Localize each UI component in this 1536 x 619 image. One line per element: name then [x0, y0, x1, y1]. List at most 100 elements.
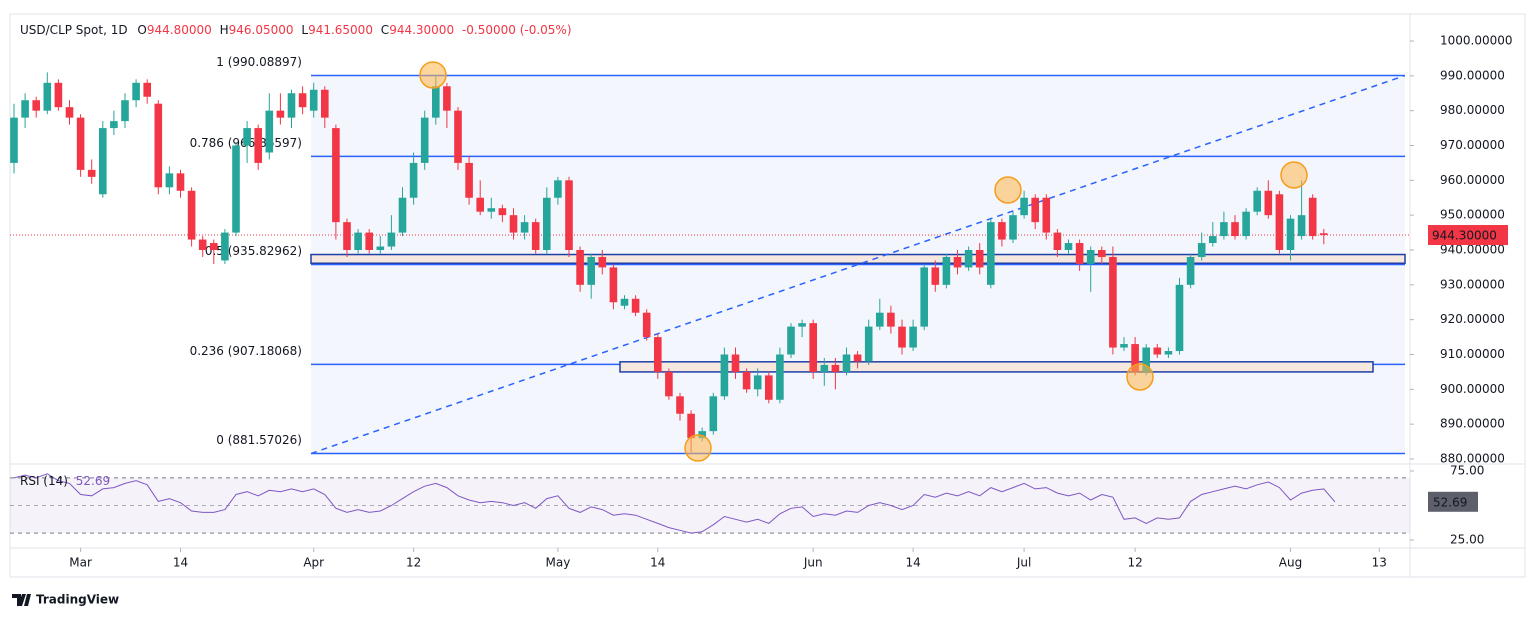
ohlc-value: 941.65000 [308, 23, 373, 37]
candle-body [831, 364, 840, 372]
candle-body [554, 180, 562, 198]
fib-label: 0.236 (907.18068) [190, 344, 302, 358]
candle-body [998, 222, 1006, 240]
ohlc-key: O [137, 23, 146, 37]
candle-body [1053, 232, 1062, 250]
x-tick-label: Jul [1016, 556, 1031, 570]
rsi-badge [1428, 491, 1478, 512]
y-tick-label: 950.00000 [1440, 208, 1505, 222]
candle-body [931, 267, 940, 285]
candle-body [953, 256, 962, 268]
candle-body [876, 312, 884, 327]
candle-body [665, 371, 673, 397]
candle-body [254, 128, 262, 163]
candle-body [1253, 190, 1261, 212]
candle-body [365, 232, 373, 250]
candle-body [609, 267, 618, 303]
x-tick-label: 14 [173, 556, 188, 570]
candle-body [232, 145, 240, 233]
candle-body [587, 256, 595, 285]
highlight-circle [419, 61, 447, 89]
plot: 880.00000 890.00000 900.00000 910.00000 920.… [10, 34, 1513, 570]
candle-body [99, 128, 107, 195]
candle-body [864, 326, 873, 362]
candle-body [509, 215, 518, 233]
highlight-circle [1280, 161, 1308, 189]
candle-body [87, 169, 96, 177]
candle-body [1009, 215, 1017, 240]
candle-body [1153, 347, 1162, 355]
candle-body [1020, 197, 1028, 216]
candle-body [520, 222, 529, 233]
candle-body [731, 354, 740, 372]
rsi-badge-label: 52.69 [1433, 495, 1467, 509]
candle-body [287, 93, 296, 118]
candle-body [698, 431, 706, 439]
candle-body [187, 190, 196, 240]
candle-body [1042, 197, 1051, 233]
candle-body [465, 162, 473, 198]
candle-body [1031, 197, 1039, 223]
candle-body [742, 371, 751, 390]
candle-body [32, 100, 40, 111]
y-tick-label: 980.00000 [1440, 103, 1505, 117]
candle-body [787, 326, 795, 355]
candle-body [1231, 222, 1239, 237]
candle-body [1175, 284, 1184, 352]
fib-label: 1 (990.08897) [216, 55, 302, 69]
candle-body [853, 354, 862, 362]
y-tick-label: 960.00000 [1440, 173, 1505, 187]
candle-body [43, 82, 52, 111]
candle-body [1086, 250, 1095, 264]
candle-body [1164, 351, 1173, 355]
rsi-value: 52.69 [76, 474, 110, 488]
candle-body [887, 312, 895, 327]
candle-body [720, 354, 729, 397]
candle-body [942, 256, 951, 285]
candle-body [620, 298, 629, 306]
candle-body [221, 232, 229, 261]
candle-body [654, 337, 662, 372]
ohlc-key: H [220, 23, 229, 37]
rsi-tick-label: 25.00 [1450, 533, 1484, 547]
candle-body [243, 128, 251, 146]
candle-body [321, 89, 329, 118]
candle-body [1075, 243, 1084, 264]
candle-body [765, 375, 773, 400]
candle-body [909, 326, 917, 348]
candle-body [332, 128, 340, 223]
candle-body [476, 197, 484, 212]
candle-body [1264, 190, 1273, 216]
candle-body [1286, 218, 1295, 250]
candle-body [1098, 250, 1106, 257]
candle-body [1242, 211, 1250, 237]
candle-body [1064, 243, 1073, 250]
ohlc-value: 944.80000 [147, 23, 212, 37]
x-tick-label: 14 [905, 556, 920, 570]
candle-body [975, 250, 984, 268]
rsi-title: RSI (14) [20, 474, 68, 488]
candle-body [842, 354, 851, 372]
candle-body [354, 232, 362, 250]
y-tick-label: 990.00000 [1440, 68, 1505, 82]
candle-body [709, 396, 718, 432]
candle-body [1186, 256, 1195, 285]
candle-body [176, 173, 185, 191]
y-tick-label: 900.00000 [1440, 382, 1505, 396]
change: -0.50000 (-0.05%) [462, 23, 572, 37]
x-tick-label: 12 [406, 556, 421, 570]
brand: TradingView [36, 593, 119, 607]
candle-body [165, 173, 174, 188]
candle-body [820, 364, 829, 372]
trend-line [310, 74, 1406, 455]
y-tick-label: 1000.00000 [1440, 34, 1513, 48]
candle-body [987, 222, 995, 285]
candle-body [798, 323, 806, 327]
x-tick-label: May [545, 556, 570, 570]
rsi-tick-label: 75.00 [1450, 464, 1484, 478]
candle-body [753, 375, 762, 390]
candle-body [598, 256, 607, 268]
y-tick-label: 890.00000 [1440, 417, 1505, 431]
x-tick-label: Apr [303, 556, 324, 570]
